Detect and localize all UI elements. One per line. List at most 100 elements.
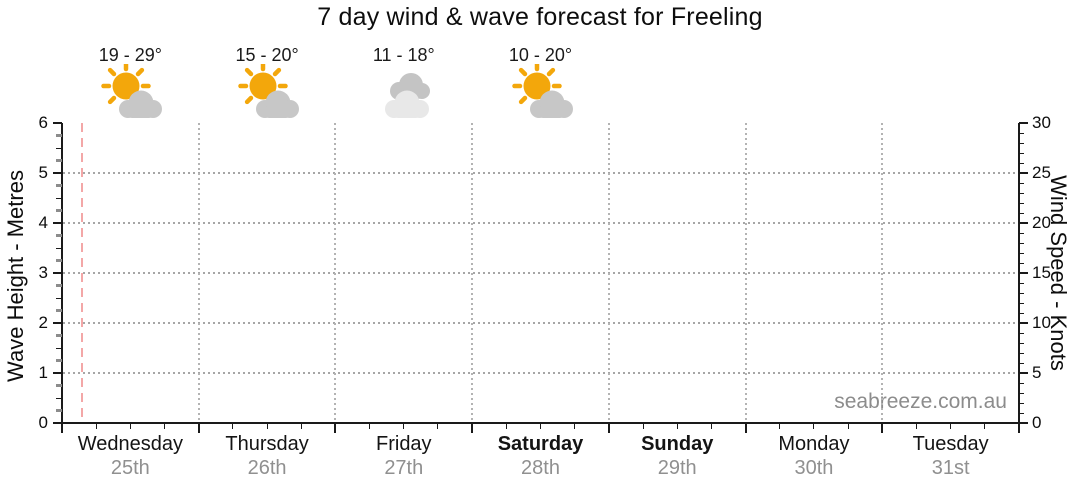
y-axis-right-minor-tick xyxy=(1019,352,1024,354)
y-axis-right-minor-tick xyxy=(1019,302,1024,304)
chart-title: 7 day wind & wave forecast for Freeling xyxy=(317,3,763,31)
y-axis-right-minor-tick xyxy=(1019,242,1024,244)
y-axis-left-minor-tick xyxy=(56,309,62,312)
y-axis-right-minor-tick xyxy=(1019,202,1024,204)
x-axis-minor-tick xyxy=(574,424,576,429)
x-axis-major-tick xyxy=(1018,424,1020,433)
x-axis-minor-tick xyxy=(676,424,678,429)
y-axis-left-major-tick xyxy=(53,272,62,274)
x-axis-minor-tick xyxy=(984,424,986,429)
y-axis-right-minor-tick xyxy=(1019,292,1024,294)
y-axis-left-minor-tick xyxy=(56,134,62,137)
x-axis-major-tick xyxy=(197,424,200,433)
y-axis-right-minor-tick xyxy=(1019,132,1024,134)
x-axis-minor-tick xyxy=(915,424,917,429)
x-axis-minor-tick xyxy=(129,424,131,429)
temperature-range-label: 11 - 18° xyxy=(372,45,435,65)
x-axis-major-tick xyxy=(881,424,884,433)
cloudy-icon xyxy=(384,73,430,118)
y-axis-left-tick-label: 0 xyxy=(38,413,48,432)
x-axis-day-date: 27th xyxy=(384,457,424,479)
x-axis-day-date: 29th xyxy=(657,457,697,479)
temperature-range-label: 19 - 29° xyxy=(98,45,162,65)
y-axis-left-major-tick xyxy=(53,122,62,124)
temperature-range-label: 10 - 20° xyxy=(508,45,573,65)
x-axis-day-name: Monday xyxy=(778,433,850,455)
day-boundary-gridline xyxy=(471,123,474,423)
y-axis-right-minor-tick xyxy=(1019,192,1024,194)
y-axis-left-minor-tick xyxy=(56,334,62,337)
y-axis-right-tick-label: 10 xyxy=(1032,313,1051,332)
y-axis-left-minor-tick xyxy=(56,259,62,262)
x-axis-day-name: Tuesday xyxy=(912,433,989,455)
now-marker-line xyxy=(81,123,84,419)
partly-cloudy-icon xyxy=(238,61,300,118)
x-axis-minor-tick xyxy=(642,424,644,429)
y-axis-right-minor-tick xyxy=(1019,182,1024,184)
x-axis-minor-tick xyxy=(369,424,371,429)
y-axis-right-minor-tick xyxy=(1019,362,1024,364)
y-axis-right-major-tick xyxy=(1019,222,1028,224)
y-axis-right-minor-tick xyxy=(1019,212,1024,214)
x-axis-day-name: Friday xyxy=(375,433,432,455)
y-axis-left-tick-label: 2 xyxy=(38,313,48,332)
temperature-range-label: 15 - 20° xyxy=(235,45,299,65)
y-axis-left-minor-tick xyxy=(56,209,62,212)
watermark: seabreeze.com.au xyxy=(834,390,1007,413)
y-axis-right-minor-tick xyxy=(1019,332,1024,334)
x-axis-minor-tick xyxy=(710,424,712,429)
y-axis-left-minor-tick xyxy=(56,197,62,199)
y-axis-left-minor-tick xyxy=(56,159,62,162)
y-gridline xyxy=(63,272,1018,274)
day-boundary-gridline xyxy=(744,123,747,423)
x-axis-minor-tick xyxy=(403,424,405,429)
y-axis-left-minor-tick xyxy=(56,384,62,387)
y-axis-right-minor-tick xyxy=(1019,342,1024,344)
x-axis-minor-tick xyxy=(847,424,849,429)
y-axis-right-minor-tick xyxy=(1019,252,1024,254)
y-axis-right-minor-tick xyxy=(1019,262,1024,264)
y-axis-right-minor-tick xyxy=(1019,142,1024,144)
y-gridline xyxy=(63,222,1018,224)
y-axis-left-minor-tick xyxy=(56,409,62,412)
weather-icon-wrapper xyxy=(100,61,164,127)
x-axis-minor-tick xyxy=(95,424,97,429)
y-axis-left-minor-tick xyxy=(56,284,62,287)
x-axis-day-date: 26th xyxy=(247,457,287,479)
x-axis-day-date: 30th xyxy=(794,457,834,479)
y-axis-left-minor-tick xyxy=(56,359,62,362)
y-axis-left-tick-label: 3 xyxy=(38,263,48,282)
y-axis-left-tick-label: 1 xyxy=(38,363,48,382)
y-axis-left-minor-tick xyxy=(56,247,62,249)
x-axis-major-tick xyxy=(61,424,63,433)
y-axis-left-major-tick xyxy=(53,172,62,174)
x-axis-major-tick xyxy=(744,424,747,433)
y-axis-right-minor-tick xyxy=(1019,152,1024,154)
day-boundary-gridline xyxy=(607,123,610,423)
x-axis-spine xyxy=(61,422,1020,424)
y-axis-left-tick-label: 6 xyxy=(38,113,48,132)
y-axis-left-spine xyxy=(61,123,63,423)
x-axis-minor-tick xyxy=(813,424,815,429)
x-axis-minor-tick xyxy=(266,424,268,429)
y-axis-left-major-tick xyxy=(53,372,62,374)
y-axis-right-tick-label: 0 xyxy=(1032,413,1042,432)
partly-cloudy-icon xyxy=(101,61,163,118)
x-axis-day-name: Sunday xyxy=(641,433,714,455)
x-axis-minor-tick xyxy=(950,424,952,429)
y-axis-left-tick-label: 4 xyxy=(38,213,48,232)
weather-icon-wrapper xyxy=(511,61,575,127)
x-axis-day-date: 28th xyxy=(521,457,560,479)
y-axis-left-tick-label: 5 xyxy=(38,163,48,182)
y-axis-left-minor-tick xyxy=(56,147,62,149)
x-axis-major-tick xyxy=(334,424,337,433)
y-gridline xyxy=(63,372,1018,374)
y-axis-right-major-tick xyxy=(1019,172,1028,174)
y-axis-right-tick-label: 20 xyxy=(1032,213,1051,232)
day-boundary-gridline xyxy=(334,123,337,423)
x-axis-minor-tick xyxy=(505,424,507,429)
y-axis-right-major-tick xyxy=(1019,322,1028,324)
x-axis-minor-tick xyxy=(232,424,234,429)
y-axis-right-major-tick xyxy=(1019,272,1028,274)
